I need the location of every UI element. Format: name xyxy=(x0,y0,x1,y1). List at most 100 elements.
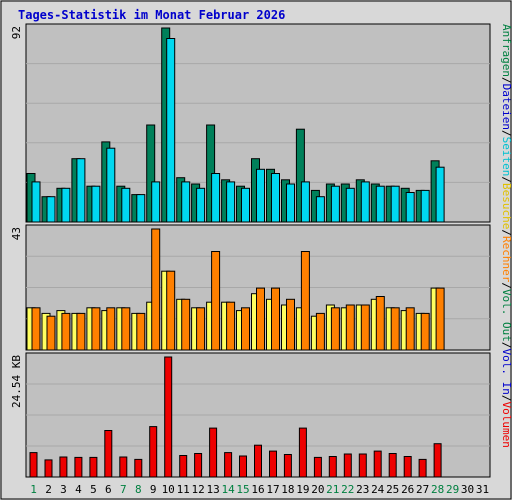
bar-dateien-day-10 xyxy=(166,38,176,223)
bar-rechner-day-20 xyxy=(315,312,325,351)
legend-part-9: / xyxy=(500,282,512,289)
x-tick-label-day-6: 6 xyxy=(105,483,112,496)
bar-rechner-day-2 xyxy=(46,315,56,351)
bar-rechner-day-23 xyxy=(360,304,370,351)
bar-dateien-day-18 xyxy=(286,183,295,223)
bar-dateien-day-13 xyxy=(211,173,221,223)
x-tick-label-day-12: 12 xyxy=(191,483,204,496)
bar-rechner-day-5 xyxy=(91,307,101,351)
x-tick-label-day-11: 11 xyxy=(177,483,190,496)
bar-volumen-day-16 xyxy=(254,444,262,478)
bar-dateien-day-5 xyxy=(91,185,101,223)
bar-volumen-day-6 xyxy=(104,430,113,478)
bar-dateien-day-9 xyxy=(151,181,161,223)
bar-dateien-day-8 xyxy=(136,194,146,223)
legend-part-13: / xyxy=(500,395,512,402)
bar-dateien-day-6 xyxy=(106,147,116,223)
bar-rechner-day-27 xyxy=(420,312,430,351)
bar-volumen-day-19 xyxy=(298,427,307,478)
x-tick-label-day-28: 28 xyxy=(431,483,444,496)
x-tick-label-day-26: 26 xyxy=(401,483,414,496)
bar-dateien-day-12 xyxy=(196,187,206,223)
legend-part-10: Vol. Out xyxy=(500,289,512,342)
bar-dateien-day-7 xyxy=(121,187,131,223)
x-tick-label-day-21: 21 xyxy=(326,483,339,496)
legend-part-1: / xyxy=(500,77,512,84)
legend-part-0: Anfragen xyxy=(500,24,512,77)
x-tick-label-day-30: 30 xyxy=(461,483,474,496)
bar-volumen-day-24 xyxy=(373,450,382,478)
bar-volumen-day-26 xyxy=(403,456,412,478)
bar-dateien-day-19 xyxy=(300,181,310,223)
x-tick-label-day-2: 2 xyxy=(45,483,52,496)
bar-dateien-day-23 xyxy=(360,181,370,223)
x-tick-label-day-24: 24 xyxy=(371,483,385,496)
legend-part-6: Besuche xyxy=(500,183,512,229)
bar-dateien-day-20 xyxy=(315,196,325,223)
bar-volumen-day-23 xyxy=(358,453,367,478)
bar-volumen-day-11 xyxy=(179,455,188,478)
bar-volumen-day-18 xyxy=(283,454,292,478)
bar-dateien-day-24 xyxy=(375,185,385,223)
x-tick-label-day-22: 22 xyxy=(341,483,354,496)
x-tick-label-day-19: 19 xyxy=(296,483,309,496)
x-tick-label-day-29: 29 xyxy=(446,483,459,496)
bar-volumen-day-28 xyxy=(433,443,442,478)
bar-rechner-day-10 xyxy=(166,270,176,351)
bar-rechner-day-13 xyxy=(211,251,221,351)
x-tick-label-day-20: 20 xyxy=(311,483,324,496)
bar-volumen-day-3 xyxy=(59,456,68,478)
legend-part-3: / xyxy=(500,130,512,137)
bar-volumen-day-10 xyxy=(164,356,173,478)
bar-dateien-day-25 xyxy=(390,185,400,223)
bar-rechner-day-28 xyxy=(435,287,445,351)
x-tick-label-day-15: 15 xyxy=(236,483,249,496)
legend-part-7: / xyxy=(500,229,512,236)
bar-rechner-day-26 xyxy=(405,307,415,351)
bar-dateien-day-16 xyxy=(256,168,265,223)
bar-rechner-day-24 xyxy=(375,296,385,351)
bar-rechner-day-19 xyxy=(300,251,310,351)
bar-rechner-day-18 xyxy=(286,298,295,351)
bar-rechner-day-4 xyxy=(76,312,86,351)
bar-volumen-day-14 xyxy=(224,452,233,478)
x-tick-label-day-17: 17 xyxy=(266,483,279,496)
bar-rechner-day-25 xyxy=(390,307,400,351)
x-tick-label-day-3: 3 xyxy=(60,483,67,496)
bar-volumen-day-12 xyxy=(194,453,203,478)
x-tick-label-day-5: 5 xyxy=(90,483,97,496)
x-tick-label-day-13: 13 xyxy=(206,483,219,496)
y-max-label-hits: 92 xyxy=(10,26,23,39)
bar-volumen-day-4 xyxy=(74,456,83,478)
legend-part-5: / xyxy=(500,176,512,183)
bar-rechner-day-3 xyxy=(61,312,71,351)
x-tick-label-day-8: 8 xyxy=(135,483,142,496)
legend-part-11: / xyxy=(500,342,512,349)
bar-volumen-day-13 xyxy=(209,427,218,478)
bar-dateien-day-21 xyxy=(330,185,340,223)
bar-rechner-day-9 xyxy=(151,228,161,351)
bar-rechner-day-7 xyxy=(121,307,131,351)
bar-volumen-day-5 xyxy=(89,456,98,478)
bar-rechner-day-16 xyxy=(256,287,265,351)
bar-rechner-day-12 xyxy=(196,307,206,351)
x-tick-label-day-10: 10 xyxy=(162,483,175,496)
x-tick-label-day-1: 1 xyxy=(30,483,37,496)
bar-volumen-day-8 xyxy=(134,458,143,478)
bar-dateien-day-14 xyxy=(226,181,236,223)
y-max-label-visits: 43 xyxy=(10,227,23,240)
chart-title: Tages-Statistik im Monat Februar 2026 xyxy=(18,8,285,22)
bar-rechner-day-11 xyxy=(181,298,191,351)
bar-rechner-day-6 xyxy=(106,307,116,351)
x-tick-label-day-14: 14 xyxy=(221,483,235,496)
bar-volumen-day-21 xyxy=(328,456,337,478)
legend-part-8: Rechner xyxy=(500,236,512,283)
bar-dateien-day-15 xyxy=(241,187,250,223)
bar-volumen-day-17 xyxy=(269,450,277,478)
bar-volumen-day-7 xyxy=(119,456,128,478)
bar-dateien-day-27 xyxy=(420,189,430,223)
legend-part-4: Seiten xyxy=(500,137,512,177)
bar-rechner-day-1 xyxy=(31,307,41,351)
